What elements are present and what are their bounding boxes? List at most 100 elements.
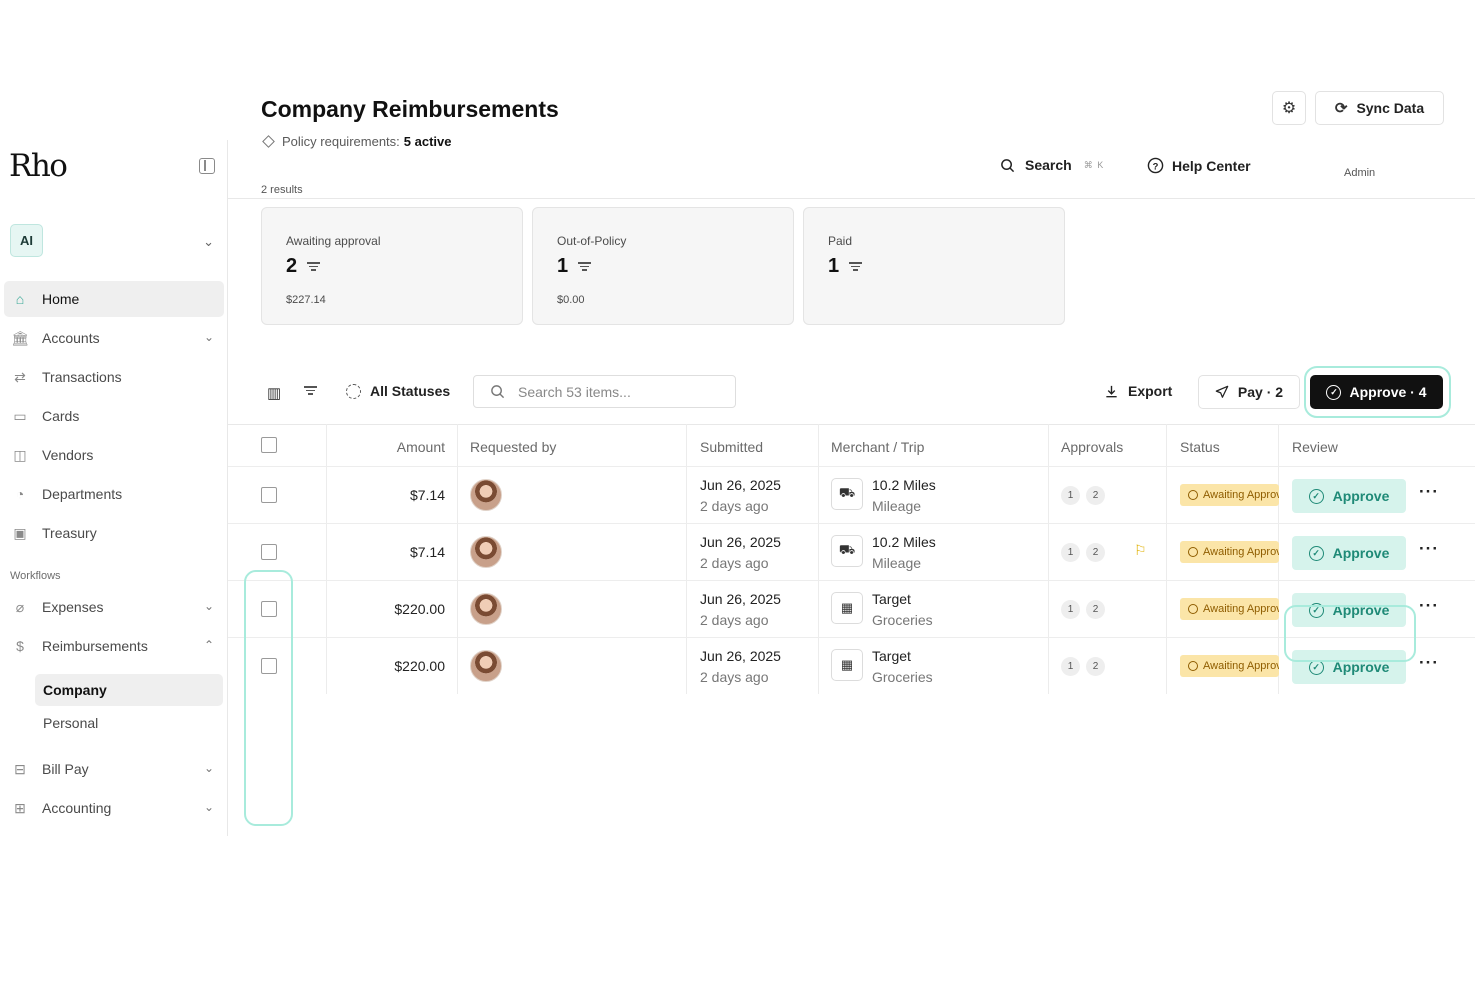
card-count: 1: [557, 255, 592, 278]
approver-step: 2: [1086, 486, 1105, 505]
sidebar-item-accounts[interactable]: 🏛 Accounts ⌄: [4, 320, 224, 356]
export-button[interactable]: Export: [1104, 383, 1172, 399]
settings-button[interactable]: ⚙: [1272, 91, 1306, 125]
sidebar-item-label: Bill Pay: [42, 761, 89, 777]
approve-button[interactable]: ✓ Approve: [1292, 479, 1406, 513]
rho-logo[interactable]: Rho: [9, 148, 68, 184]
summary-card-out-of-policy[interactable]: Out-of-Policy 1 $0.00: [532, 207, 794, 325]
filter-icon[interactable]: [849, 260, 863, 273]
more-options-icon[interactable]: ···: [1419, 539, 1439, 558]
table-row[interactable]: $220.00 Jun 26, 2025 2 days ago ▦ Target…: [228, 637, 1475, 694]
help-center-button[interactable]: ? Help Center: [1147, 157, 1251, 174]
approve-button[interactable]: ✓ Approve: [1292, 536, 1406, 570]
status-filter[interactable]: All Statuses: [346, 383, 450, 399]
sidebar-subitem-company[interactable]: Company: [35, 674, 223, 706]
table-row[interactable]: $7.14 Jun 26, 2025 2 days ago ⛟ 10.2 Mil…: [228, 523, 1475, 580]
more-options-icon[interactable]: ···: [1419, 596, 1439, 615]
sidebar-subitem-personal[interactable]: Personal: [43, 715, 99, 731]
policy-requirements[interactable]: Policy requirements: 5 active: [262, 134, 451, 149]
column-header-submitted[interactable]: Submitted: [700, 439, 764, 455]
building-icon: ▦: [831, 592, 863, 624]
sidebar-item-treasury[interactable]: ▣ Treasury: [4, 515, 224, 551]
chevron-down-icon: ⌄: [203, 234, 214, 249]
global-search-button[interactable]: Search ⌘ K: [1000, 157, 1104, 173]
select-all-checkbox[interactable]: [261, 437, 277, 453]
flag-icon[interactable]: ⚐: [1134, 542, 1147, 558]
highlight-ring: [1304, 366, 1451, 418]
help-icon: ?: [1147, 157, 1164, 174]
avatar: [470, 479, 502, 511]
top-bar: Search ⌘ K ? Help Center Admin: [228, 140, 1475, 199]
summary-card-paid[interactable]: Paid 1: [803, 207, 1065, 325]
collapse-sidebar-icon[interactable]: [199, 158, 215, 174]
sidebar-item-expenses[interactable]: ⌀ Expenses ⌄: [4, 589, 224, 625]
search-shortcut: ⌘ K: [1083, 159, 1105, 170]
ledger-icon: ⊞: [14, 799, 26, 816]
sidebar-item-home[interactable]: ⌂ Home: [4, 281, 224, 317]
sidebar-item-label: Transactions: [42, 369, 122, 385]
sidebar-item-transactions[interactable]: ⇄ Transactions: [4, 359, 224, 395]
column-header-amount[interactable]: Amount: [396, 439, 445, 455]
row-checkbox[interactable]: [261, 544, 277, 560]
column-header-approvals[interactable]: Approvals: [1061, 439, 1124, 455]
policy-label: Policy requirements:: [282, 134, 400, 149]
sidebar-item-departments[interactable]: ◔ Departments: [4, 476, 224, 512]
card-count: 1: [828, 255, 863, 278]
org-switcher[interactable]: AI ⌄: [10, 224, 214, 258]
pay-button[interactable]: Pay · 2: [1198, 375, 1300, 409]
clock-icon: [1188, 661, 1198, 671]
status-circle-icon: [346, 383, 361, 399]
filter-icon[interactable]: [307, 260, 321, 273]
card-count: 2: [286, 255, 321, 278]
column-header-requested-by[interactable]: Requested by: [470, 439, 557, 455]
sidebar-item-label: Accounts: [42, 330, 100, 346]
approver-step: 2: [1086, 543, 1105, 562]
sidebar-item-vendors[interactable]: ◫ Vendors: [4, 437, 224, 473]
column-divider: [457, 424, 458, 694]
check-circle-icon: ✓: [1308, 488, 1324, 504]
column-header-merchant[interactable]: Merchant / Trip: [831, 439, 925, 455]
highlight-ring: [244, 570, 293, 826]
summary-card-awaiting[interactable]: Awaiting approval 2 $227.14: [261, 207, 523, 325]
approver-step: 1: [1061, 486, 1080, 505]
row-checkbox[interactable]: [261, 487, 277, 503]
approve-all-button[interactable]: ✓ Approve · 4: [1310, 375, 1443, 409]
column-divider: [818, 424, 819, 694]
row-checkbox[interactable]: [261, 601, 277, 617]
table-header: Amount Requested by Submitted Merchant /…: [228, 424, 1475, 466]
table-row[interactable]: $7.14 Jun 26, 2025 2 days ago ⛟ 10.2 Mil…: [228, 466, 1475, 523]
filter-icon[interactable]: [578, 260, 592, 273]
avatar: [470, 593, 502, 625]
approve-button[interactable]: ✓ Approve: [1292, 650, 1406, 684]
submitted-date: Jun 26, 2025: [700, 477, 781, 493]
merchant-name: Target: [872, 591, 911, 607]
sidebar-item-label: Vendors: [42, 447, 94, 463]
car-icon: ⛟: [831, 535, 863, 567]
sidebar-item-reimbursements[interactable]: $ Reimbursements ⌃: [4, 628, 224, 664]
building-icon: ▦: [831, 649, 863, 681]
column-header-status[interactable]: Status: [1180, 439, 1220, 455]
sidebar-item-cards[interactable]: ▭ Cards: [4, 398, 224, 434]
row-amount: $220.00: [394, 601, 445, 617]
table-search-input[interactable]: Search 53 items...: [473, 375, 736, 408]
card-count-value: 2: [286, 255, 298, 277]
columns-icon[interactable]: ▥: [267, 385, 282, 402]
column-header-review[interactable]: Review: [1292, 439, 1338, 455]
results-count: 2 results: [261, 184, 303, 196]
table-row[interactable]: $220.00 Jun 26, 2025 2 days ago ▦ Target…: [228, 580, 1475, 637]
approve-all-label: Approve · 4: [1349, 384, 1427, 400]
sync-data-button[interactable]: ⟳ Sync Data: [1315, 91, 1444, 125]
user-role[interactable]: Admin: [1344, 167, 1376, 179]
row-checkbox[interactable]: [261, 658, 277, 674]
submitted-date: Jun 26, 2025: [700, 534, 781, 550]
sidebar-item-bill-pay[interactable]: ⊟ Bill Pay ⌄: [4, 751, 224, 787]
more-options-icon[interactable]: ···: [1419, 653, 1439, 672]
status-badge: Awaiting Approval: [1180, 541, 1279, 563]
search-icon: [491, 385, 505, 399]
filter-icon[interactable]: [304, 384, 317, 401]
download-icon: [1106, 385, 1117, 397]
more-options-icon[interactable]: ···: [1419, 482, 1439, 501]
approve-label: Approve: [1332, 488, 1390, 504]
status-filter-label: All Statuses: [370, 383, 451, 399]
sidebar-item-accounting[interactable]: ⊞ Accounting ⌄: [4, 790, 224, 826]
